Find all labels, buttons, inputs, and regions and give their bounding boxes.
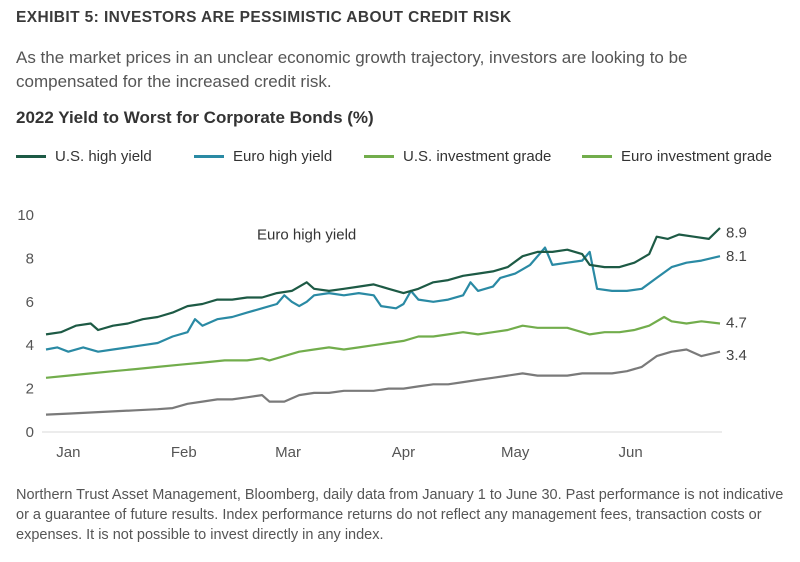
y-tick-label: 4 [26, 337, 34, 354]
legend-swatch [364, 155, 394, 158]
end-value-label: 8.1 [726, 248, 747, 265]
series-line-euro-investment-grade [45, 348, 721, 416]
y-tick-label: 0 [26, 424, 34, 441]
legend-swatch [16, 155, 46, 158]
source-note: Northern Trust Asset Management, Bloombe… [16, 487, 784, 543]
end-value-label: 8.9 [726, 224, 747, 241]
x-tick-label: Jan [56, 444, 80, 461]
legend-item-euro-high-yield: Euro high yield [194, 148, 332, 165]
legend-label: Euro investment grade [621, 148, 772, 165]
legend-swatch [582, 155, 612, 158]
chart-title: 2022 Yield to Worst for Corporate Bonds … [16, 108, 374, 127]
exhibit-title: EXHIBIT 5: INVESTORS ARE PESSIMISTIC ABO… [16, 9, 512, 26]
y-tick-label: 6 [26, 294, 34, 311]
x-tick-label: Mar [275, 444, 301, 461]
y-tick-label: 10 [17, 207, 34, 224]
chart-annotation: Euro high yield [257, 227, 356, 244]
end-value-label: 4.7 [726, 314, 747, 331]
line-chart: 0 2 4 6 8 10 Jan Feb Mar Apr May Jun 8.9 8.1 4.7 3.4 Eur… [17, 207, 747, 461]
y-tick-label: 8 [26, 250, 34, 267]
end-value-label: 3.4 [726, 347, 747, 364]
chart-subtitle: As the market prices in an unclear econo… [16, 48, 688, 91]
legend-label: U.S. investment grade [403, 148, 552, 165]
legend-item-us-investment-grade: U.S. investment grade [364, 148, 551, 165]
x-tick-label: May [501, 444, 530, 461]
series-line-euro-high-yield [45, 246, 721, 353]
series-line-u-s-investment-grade [45, 315, 721, 379]
legend-item-euro-investment-grade: Euro investment grade [582, 148, 772, 165]
x-tick-label: Feb [171, 444, 197, 461]
x-tick-label: Apr [392, 444, 415, 461]
legend-item-us-high-yield: U.S. high yield [16, 148, 152, 165]
legend: U.S. high yield Euro high yield U.S. inv… [16, 148, 796, 170]
legend-swatch [194, 155, 224, 158]
series-line-u-s-high-yield [45, 227, 721, 336]
y-tick-label: 2 [26, 381, 34, 398]
legend-label: U.S. high yield [55, 148, 152, 165]
legend-label: Euro high yield [233, 148, 333, 165]
x-tick-label: Jun [619, 444, 643, 461]
